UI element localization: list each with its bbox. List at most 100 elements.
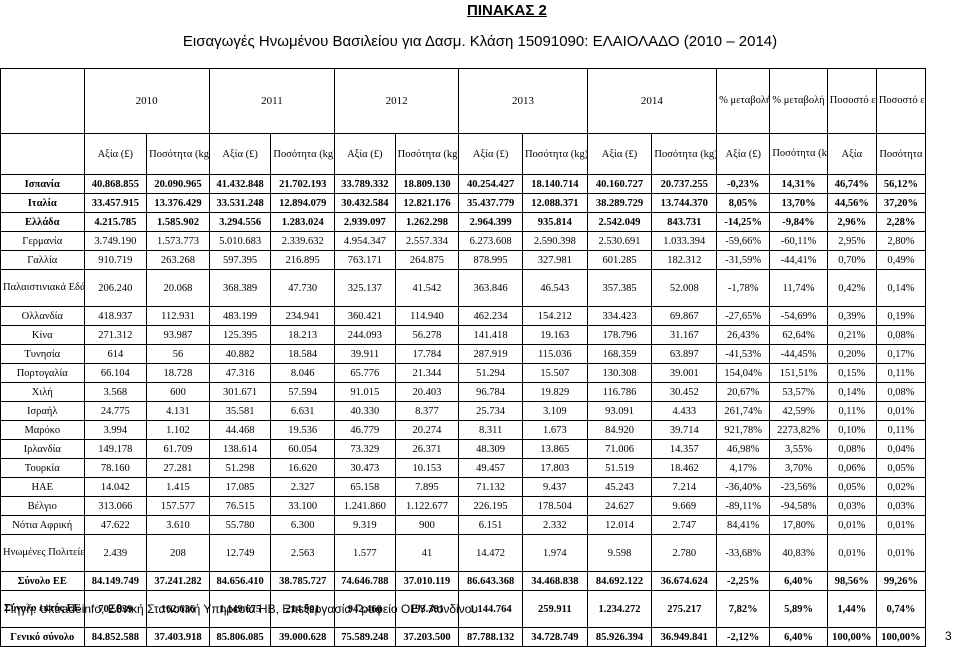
country-name: Ιρλανδία — [0, 439, 85, 459]
pct-cell: -41,53% — [716, 344, 771, 364]
country-name: Πορτογαλία — [0, 363, 85, 383]
pct-cell: 0,08% — [826, 439, 877, 459]
year-header: 2013 — [458, 68, 588, 134]
country-name: Σύνολο ΕΕ — [0, 571, 85, 591]
table-row: Γερμανία 3.749.190 1.573.773 5.010.683 2.339… — [0, 231, 927, 251]
qty-header: Ποσότητα (kg) — [521, 133, 588, 175]
pct-cell: -2,12% — [716, 627, 771, 647]
value-cell: 462.234 — [458, 306, 523, 326]
table-row: Γαλλία 910.719 263.268 597.395 216.895 763.17… — [0, 250, 927, 270]
value-cell: 206.240 — [83, 269, 148, 307]
imports-table: 2010 2011 2012 2013 2014 % μεταβολή 2014… — [0, 68, 927, 647]
value-cell: 71.132 — [458, 477, 523, 497]
value-cell: 39.000.628 — [270, 627, 336, 647]
country-name: Κίνα — [0, 325, 85, 345]
year-header: 2012 — [334, 68, 460, 134]
country-name: Χιλή — [0, 382, 85, 402]
country-name: Τουρκία — [0, 458, 85, 478]
pct-cell: 26,43% — [716, 325, 771, 345]
table-row: Παλαιστινιακά Εδάφη206.24020.068368.3894… — [0, 269, 927, 307]
pct-cell: 0,06% — [826, 458, 877, 478]
value-cell: 12.088.371 — [521, 193, 588, 213]
pct-cell: 0,74% — [875, 590, 927, 628]
value-cell: 9.598 — [586, 534, 653, 572]
value-cell: 40.254.427 — [458, 174, 523, 194]
corner-cell — [0, 68, 85, 134]
value-cell: 20.737.255 — [651, 174, 718, 194]
country-name: Γαλλία — [0, 250, 85, 270]
value-cell: 84.692.122 — [586, 571, 653, 591]
table-row: Τυνησία 614 56 40.882 18.584 39.911 17.784 287.… — [0, 344, 927, 364]
value-cell: 112.931 — [146, 306, 210, 326]
value-cell: 843.731 — [651, 212, 718, 232]
value-cell: 18.809.130 — [394, 174, 460, 194]
value-cell: 216.895 — [270, 250, 336, 270]
value-cell: 275.217 — [651, 590, 718, 628]
value-cell: 910.719 — [83, 250, 148, 270]
pct-cell: 40,83% — [769, 534, 828, 572]
pct-cell: 0,05% — [875, 458, 927, 478]
pct-cell: 0,03% — [875, 496, 927, 516]
value-cell: 41.542 — [394, 269, 460, 307]
value-cell: 87.788.132 — [458, 627, 523, 647]
value-cell: 45.243 — [586, 477, 653, 497]
table-row: Βέλγιο 313.066 157.577 76.515 33.100 1.241.86… — [0, 496, 927, 516]
value-cell: 91.015 — [334, 382, 396, 402]
pct-cell: 0,02% — [875, 477, 927, 497]
table-row: Γενικό σύνολο 84.852.588 37.403.918 85.806.… — [0, 627, 927, 647]
value-cell: 363.846 — [458, 269, 523, 307]
pct-cell: 151,51% — [769, 363, 828, 383]
value-cell: 33.100 — [270, 496, 336, 516]
value-cell: 149.178 — [83, 439, 148, 459]
value-cell: 73.329 — [334, 439, 396, 459]
table-body: Ισπανία 40.868.855 20.090.965 41.432.848 21.… — [0, 174, 927, 647]
value-cell: 3.568 — [83, 382, 148, 402]
pct-cell: -31,59% — [716, 250, 771, 270]
country-name: Ελλάδα — [0, 212, 85, 232]
pct-cell: 100,00% — [826, 627, 877, 647]
value-cell: 27.281 — [146, 458, 210, 478]
pct-cell: -60,11% — [769, 231, 828, 251]
value-cell: 3.749.190 — [83, 231, 148, 251]
value-cell: 1.122.677 — [394, 496, 460, 516]
country-header-empty — [0, 133, 85, 175]
value-cell: 31.167 — [651, 325, 718, 345]
value-cell: 2.542.049 — [586, 212, 653, 232]
value-cell: 7.214 — [651, 477, 718, 497]
value-cell: 24.627 — [586, 496, 653, 516]
value-cell: 65.158 — [334, 477, 396, 497]
pct-cell: 0,01% — [826, 515, 877, 535]
value-cell: 75.589.248 — [334, 627, 396, 647]
value-cell: 86.643.368 — [458, 571, 523, 591]
value-cell: 9.669 — [651, 496, 718, 516]
value-cell: 17.803 — [521, 458, 588, 478]
value-cell: 4.433 — [651, 401, 718, 421]
value-cell: 2.780 — [651, 534, 718, 572]
value-cell: 84.656.410 — [208, 571, 272, 591]
value-cell: 9.319 — [334, 515, 396, 535]
value-cell: 1.102 — [146, 420, 210, 440]
value-cell: 1.585.902 — [146, 212, 210, 232]
value-cell: 226.195 — [458, 496, 523, 516]
value-cell: 33.531.248 — [208, 193, 272, 213]
value-cell: 84.852.588 — [83, 627, 148, 647]
qty-header: Ποσότητα (kg) — [270, 133, 336, 175]
pct-cell: -2,25% — [716, 571, 771, 591]
value-cell: 900 — [394, 515, 460, 535]
country-name: Ολλανδία — [0, 306, 85, 326]
country-name: Μαρόκο — [0, 420, 85, 440]
pct-cell: 2273,82% — [769, 420, 828, 440]
value-cell: 15.507 — [521, 363, 588, 383]
table-row: Πορτογαλία 66.104 18.728 47.316 8.046 65.776 2… — [0, 363, 927, 383]
value-cell: 40.868.855 — [83, 174, 148, 194]
value-cell: 18.584 — [270, 344, 336, 364]
value-cell: 30.473 — [334, 458, 396, 478]
value-cell: 19.536 — [270, 420, 336, 440]
value-cell: 85.926.394 — [586, 627, 653, 647]
table-row: Ιρλανδία 149.178 61.709 138.614 60.054 73.329… — [0, 439, 927, 459]
pct-cell: -89,11% — [716, 496, 771, 516]
value-cell: 8.046 — [270, 363, 336, 383]
pct-cell: 0,49% — [875, 250, 927, 270]
pct-cell: 0,42% — [826, 269, 877, 307]
pct-cell: 20,67% — [716, 382, 771, 402]
